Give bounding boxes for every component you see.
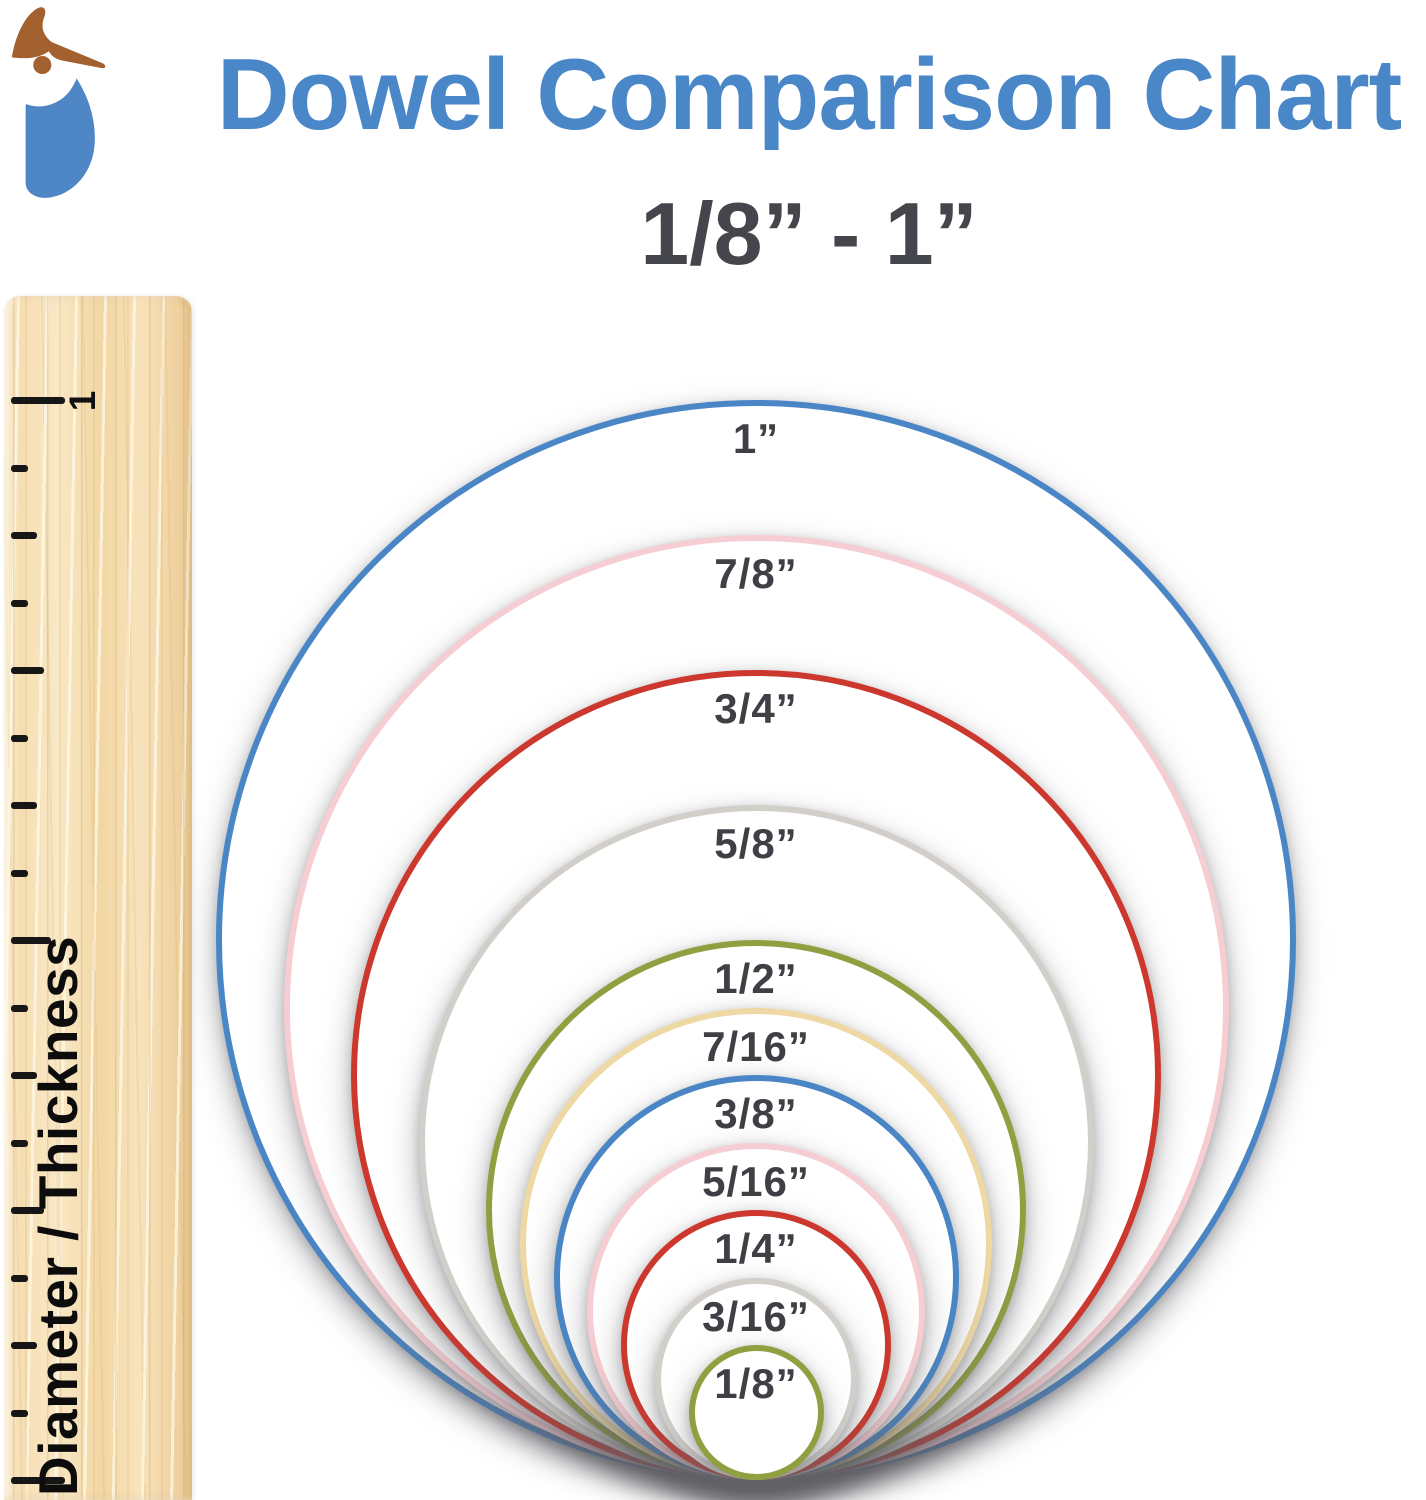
ruler-tick: [11, 464, 28, 472]
ruler-tick: [11, 1477, 65, 1484]
logo-crest-shape: [11, 7, 106, 69]
ruler: 1 Diameter / Thickness: [4, 296, 192, 1500]
ruler-tick: [11, 1139, 28, 1147]
dowel-size-label: 5/16”: [702, 1157, 810, 1205]
dowel-size-label: 1/2”: [714, 955, 798, 1002]
ruler-tick: [11, 599, 28, 607]
logo-eye-dot: [33, 55, 52, 75]
dowel-size-label: 3/4”: [714, 685, 798, 732]
ruler-tick: [11, 667, 44, 674]
ruler-tick: [11, 1004, 28, 1012]
ruler-inch-mark-label: 1: [62, 390, 103, 412]
dowel-size-label: 3/8”: [714, 1090, 798, 1137]
dowel-size-label: 5/8”: [714, 820, 798, 867]
ruler-tick: [11, 532, 37, 539]
dowel-size-label: 3/16”: [702, 1292, 810, 1340]
dowel-circle-3-16: 3/16”: [654, 1277, 858, 1480]
ruler-tick: [11, 1342, 37, 1349]
dowel-size-label: 7/16”: [702, 1022, 810, 1070]
dowel-size-label: 1”: [732, 415, 780, 462]
ruler-tick: [11, 734, 28, 742]
ruler-tick: [11, 1409, 28, 1417]
dowel-size-label: 7/8”: [714, 550, 798, 597]
ruler-tick: [11, 802, 37, 809]
woodpecker-bird-logo-icon: [11, 7, 106, 198]
ruler-tick: [11, 869, 28, 877]
ruler-tick: [11, 937, 51, 944]
dowel-circle-1-8: 1/8”: [688, 1345, 824, 1480]
ruler-axis-label: Diameter / Thickness: [27, 935, 89, 1496]
dowel-size-label: 1/4”: [714, 1225, 798, 1272]
size-range-subtitle: 1/8” - 1”: [640, 184, 978, 283]
logo-body-shape: [25, 78, 95, 198]
dowel-size-label: 1/8”: [714, 1360, 798, 1407]
ruler-tick: [11, 397, 65, 404]
ruler-tick: [11, 1274, 28, 1282]
ruler-tick: [11, 1207, 44, 1214]
page-title: Dowel Comparison Chart: [216, 39, 1403, 151]
ruler-tick: [11, 1072, 37, 1079]
